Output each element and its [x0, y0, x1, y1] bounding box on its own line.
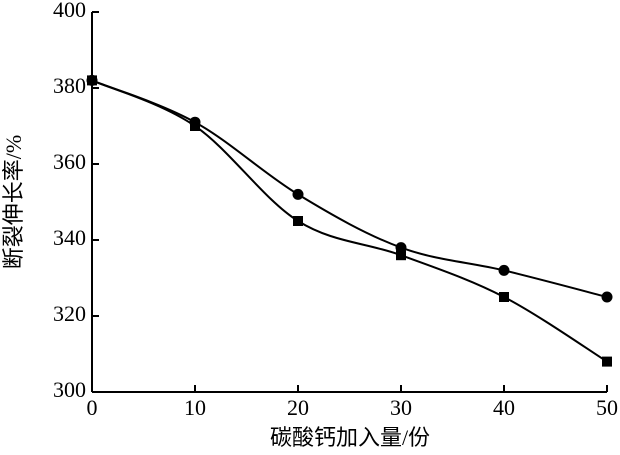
- y-tick-label: 400: [53, 0, 86, 22]
- marker: [87, 75, 97, 86]
- x-tick-label: 40: [493, 395, 515, 420]
- marker: [396, 250, 406, 261]
- y-tick-label: 340: [53, 225, 86, 250]
- marker: [601, 291, 613, 303]
- marker: [602, 356, 612, 367]
- x-tick-label: 0: [87, 395, 98, 420]
- x-axis-label: 碳酸钙加入量/份: [270, 425, 430, 450]
- marker: [292, 188, 304, 200]
- x-tick-label: 30: [390, 395, 412, 420]
- x-tick-label: 50: [596, 395, 618, 420]
- y-tick-label: 360: [53, 149, 86, 174]
- line: [91, 79, 608, 363]
- y-tick-label: 380: [53, 73, 86, 98]
- marker: [499, 292, 509, 302]
- marker: [293, 216, 303, 226]
- y-tick-label: 300: [53, 377, 86, 402]
- y-tick-label: 320: [53, 301, 86, 326]
- marker: [190, 121, 200, 131]
- marker: [498, 264, 510, 276]
- x-tick-label: 10: [184, 395, 206, 420]
- x-tick-label: 20: [287, 395, 309, 420]
- y-axis-label: 断裂伸长率/%: [1, 135, 26, 269]
- line: [91, 79, 608, 298]
